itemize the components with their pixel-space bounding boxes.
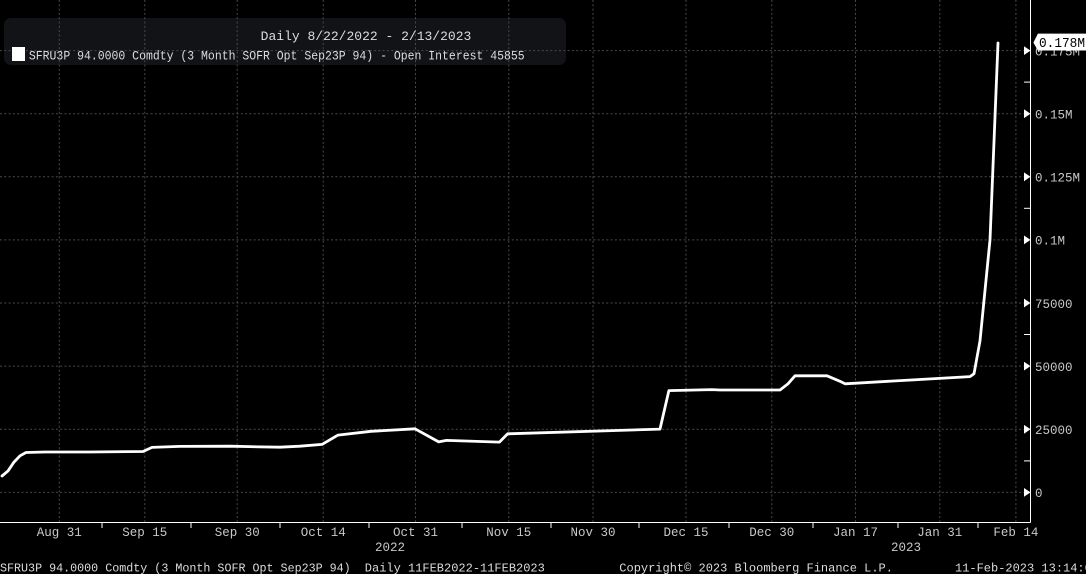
svg-text:Dec 15: Dec 15	[663, 526, 708, 540]
svg-text:2023: 2023	[891, 541, 921, 555]
svg-text:0.15M: 0.15M	[1035, 109, 1073, 123]
svg-text:Aug 31: Aug 31	[37, 526, 82, 540]
svg-text:11-Feb-2023 13:14:09: 11-Feb-2023 13:14:09	[955, 562, 1086, 574]
svg-text:2022: 2022	[375, 541, 405, 555]
svg-text:Feb 14: Feb 14	[993, 526, 1038, 540]
svg-text:Daily 11FEB2022-11FEB2023: Daily 11FEB2022-11FEB2023	[365, 562, 545, 574]
svg-text:Jan 17: Jan 17	[833, 526, 878, 540]
svg-text:Nov 30: Nov 30	[570, 526, 615, 540]
svg-text:25000: 25000	[1035, 424, 1073, 438]
svg-text:Dec 30: Dec 30	[749, 526, 794, 540]
svg-text:SFRU3P 94.0000 Comdty (3 Month: SFRU3P 94.0000 Comdty (3 Month SOFR Opt …	[29, 49, 525, 64]
svg-text:Copyright© 2023 Bloomberg Fina: Copyright© 2023 Bloomberg Finance L.P.	[619, 562, 893, 574]
svg-text:0: 0	[1035, 487, 1043, 501]
svg-text:Jan 31: Jan 31	[917, 526, 962, 540]
svg-text:SFRU3P 94.0000 Comdty (3 Month: SFRU3P 94.0000 Comdty (3 Month SOFR Opt …	[0, 562, 351, 574]
svg-text:Sep 30: Sep 30	[215, 526, 260, 540]
svg-text:50000: 50000	[1035, 361, 1073, 375]
svg-text:Sep 15: Sep 15	[122, 526, 167, 540]
svg-text:0.178M: 0.178M	[1039, 37, 1085, 52]
svg-text:Oct 14: Oct 14	[301, 526, 346, 540]
svg-text:75000: 75000	[1035, 298, 1073, 312]
svg-text:Nov 15: Nov 15	[486, 526, 531, 540]
svg-text:Oct 31: Oct 31	[393, 526, 438, 540]
svg-text:0.125M: 0.125M	[1035, 172, 1080, 186]
svg-text:0.1M: 0.1M	[1035, 235, 1065, 249]
svg-text:Daily 8/22/2022 - 2/13/2023: Daily 8/22/2022 - 2/13/2023	[261, 29, 472, 44]
